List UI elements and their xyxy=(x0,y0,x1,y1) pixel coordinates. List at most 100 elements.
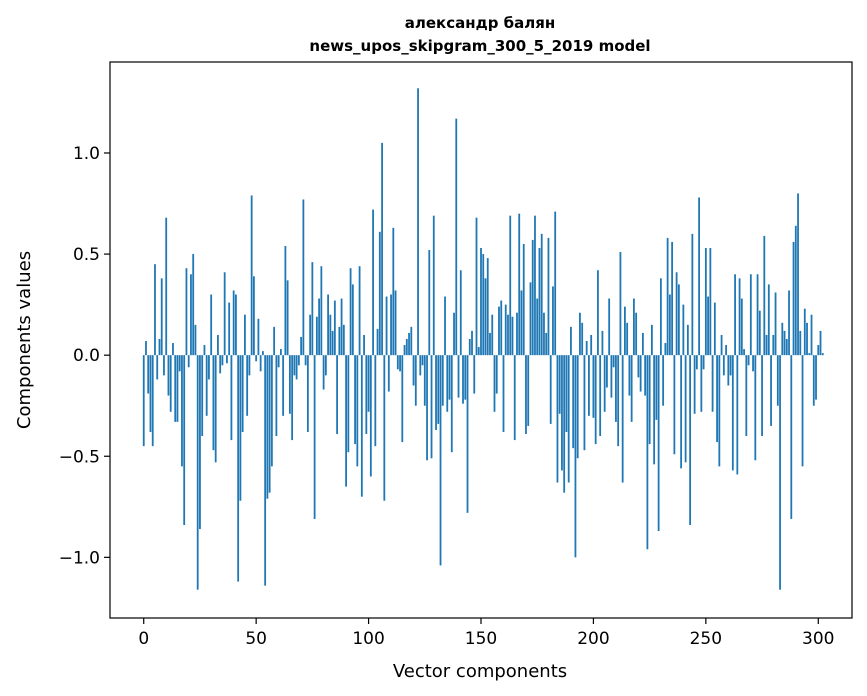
bar-278 xyxy=(767,284,770,356)
bar-55 xyxy=(266,355,269,499)
bar-145 xyxy=(468,338,471,356)
bar-177 xyxy=(540,233,543,356)
bar-86 xyxy=(336,355,338,435)
bar-77 xyxy=(315,316,318,356)
bar-43 xyxy=(239,355,242,501)
bar-53 xyxy=(262,351,264,356)
bar-194 xyxy=(579,312,581,356)
bar-256 xyxy=(718,355,721,467)
bar-199 xyxy=(590,334,593,356)
bar-208 xyxy=(610,355,613,398)
bar-213 xyxy=(621,355,624,483)
bar-204 xyxy=(601,330,604,356)
bar-154 xyxy=(489,332,491,356)
bar-141 xyxy=(459,270,462,356)
bar-201 xyxy=(594,355,597,445)
bar-62 xyxy=(282,355,285,416)
bar-6 xyxy=(156,355,159,380)
bar-238 xyxy=(677,284,680,356)
bar-277 xyxy=(765,334,768,356)
bar-193 xyxy=(576,355,579,459)
bar-82 xyxy=(327,294,329,356)
bar-120 xyxy=(412,355,415,386)
bar-105 xyxy=(378,231,381,356)
bar-45 xyxy=(244,314,246,356)
bar-235 xyxy=(671,241,674,356)
bar-84 xyxy=(331,330,334,356)
bar-211 xyxy=(617,355,620,447)
bar-130 xyxy=(435,355,437,430)
bar-301 xyxy=(819,330,822,356)
bar-122 xyxy=(417,88,419,356)
bar-188 xyxy=(565,355,568,432)
bar-158 xyxy=(498,306,500,356)
bar-187 xyxy=(563,355,566,493)
bar-52 xyxy=(259,355,262,372)
bar-259 xyxy=(725,345,727,356)
bar-260 xyxy=(727,355,730,386)
bar-262 xyxy=(731,355,734,471)
bar-297 xyxy=(810,314,813,356)
bar-92 xyxy=(349,268,352,356)
x-tick-label: 0 xyxy=(138,629,149,649)
bar-251 xyxy=(707,296,709,356)
bar-110 xyxy=(390,294,392,356)
bar-252 xyxy=(709,248,712,356)
bar-210 xyxy=(615,355,617,422)
bar-22 xyxy=(192,254,195,356)
bar-71 xyxy=(302,199,305,356)
bar-167 xyxy=(518,213,521,356)
bar-99 xyxy=(365,355,368,435)
y-tick-label: 0.0 xyxy=(73,346,100,366)
bar-11 xyxy=(167,355,170,396)
bar-224 xyxy=(646,355,649,550)
bar-51 xyxy=(257,318,260,356)
bar-172 xyxy=(529,282,532,356)
bar-30 xyxy=(210,294,213,356)
bar-295 xyxy=(806,322,808,356)
bar-128 xyxy=(430,355,433,459)
bar-19 xyxy=(185,268,188,356)
bar-276 xyxy=(763,235,766,356)
bar-138 xyxy=(453,312,455,356)
bar-119 xyxy=(410,326,413,356)
bar-88 xyxy=(340,298,343,356)
bar-232 xyxy=(664,343,667,356)
bar-219 xyxy=(635,312,638,356)
bar-246 xyxy=(695,355,698,370)
bar-37 xyxy=(226,355,228,364)
bar-273 xyxy=(756,274,759,356)
bar-292 xyxy=(799,330,802,356)
bar-36 xyxy=(223,272,226,356)
bar-23 xyxy=(194,324,197,356)
bar-192 xyxy=(574,355,577,558)
bar-123 xyxy=(419,355,422,376)
bar-176 xyxy=(538,248,541,356)
chart-title-line-1: александр балян xyxy=(405,14,556,32)
bar-178 xyxy=(543,312,545,356)
bar-253 xyxy=(711,355,714,412)
bar-79 xyxy=(320,266,323,356)
bar-198 xyxy=(588,355,590,416)
bar-10 xyxy=(165,217,168,356)
bar-242 xyxy=(686,324,689,356)
bar-54 xyxy=(264,355,267,586)
bar-152 xyxy=(484,278,487,356)
bar-156 xyxy=(493,355,496,412)
bar-169 xyxy=(522,243,525,356)
bar-85 xyxy=(333,300,336,356)
bar-113 xyxy=(396,355,399,370)
bar-248 xyxy=(700,355,703,412)
bar-115 xyxy=(401,355,404,443)
bar-163 xyxy=(509,215,512,356)
bar-217 xyxy=(630,355,633,422)
bar-220 xyxy=(637,355,640,378)
bar-41 xyxy=(235,294,237,356)
bar-24 xyxy=(196,355,199,590)
bar-223 xyxy=(644,355,647,396)
bar-26 xyxy=(201,355,204,437)
bar-34 xyxy=(219,355,222,374)
bar-200 xyxy=(592,355,595,418)
bar-8 xyxy=(160,278,163,356)
